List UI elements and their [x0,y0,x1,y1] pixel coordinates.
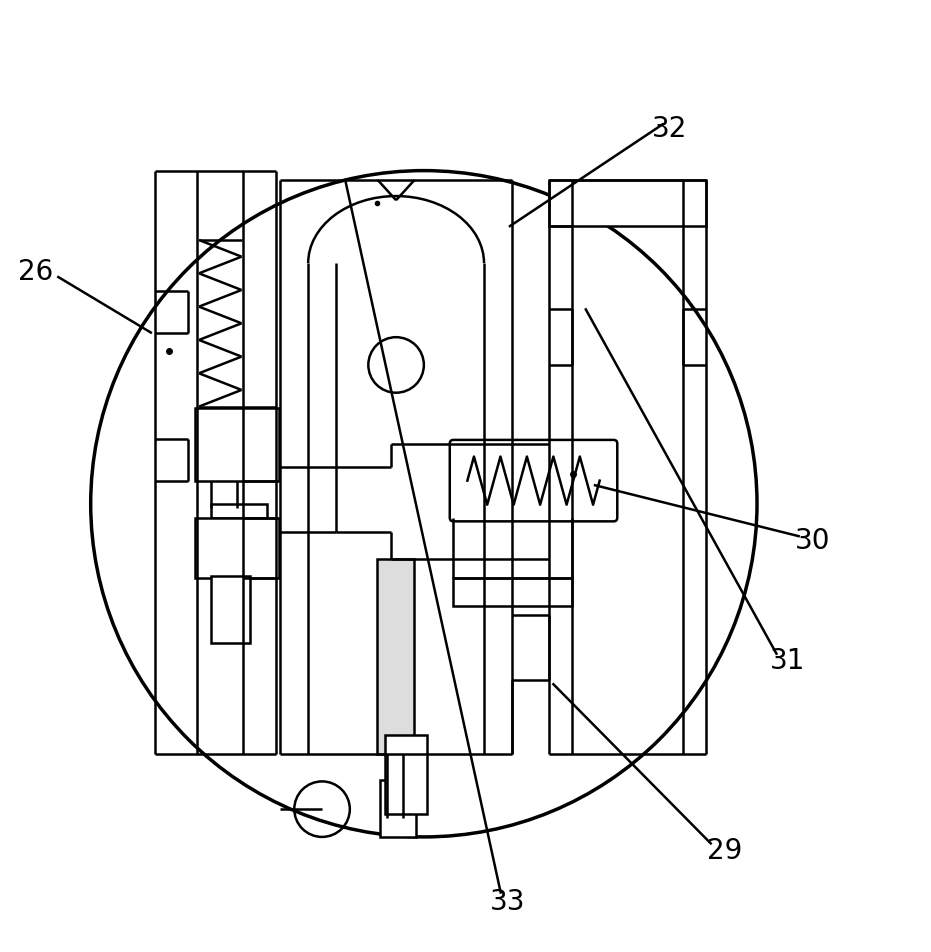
Bar [211,576,250,643]
Bar [211,504,266,518]
Text: 29: 29 [707,837,742,864]
Bar [385,735,426,814]
Bar [196,408,278,481]
Text: 26: 26 [18,258,53,287]
Text: 31: 31 [770,647,805,675]
FancyBboxPatch shape [450,440,617,522]
Bar [377,559,413,754]
Bar [381,780,415,837]
Text: 33: 33 [490,887,525,916]
Text: 30: 30 [795,526,830,555]
Bar [196,518,278,578]
Bar [548,180,706,227]
Bar [453,578,572,605]
Text: 32: 32 [652,115,687,143]
